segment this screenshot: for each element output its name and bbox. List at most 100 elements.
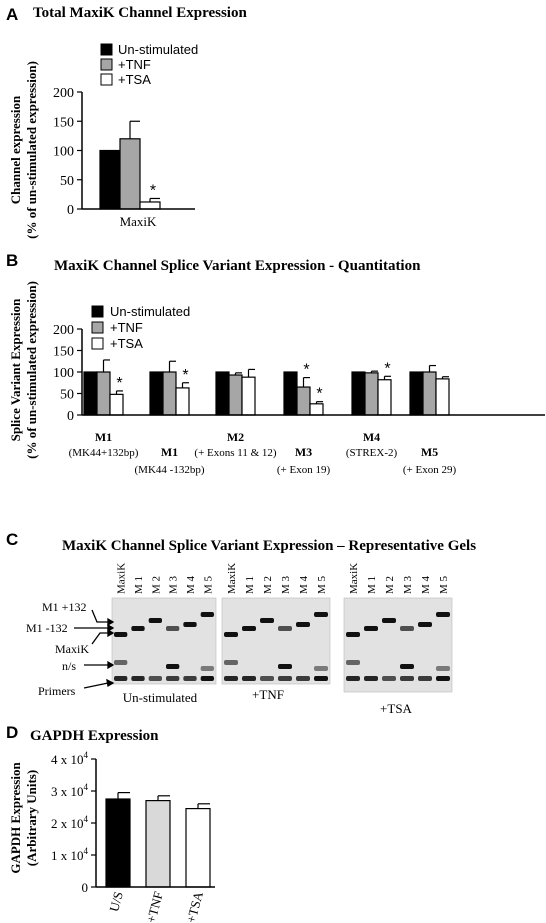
panel-b-legend: Un-stimulated +TNF +TSA [91,304,190,351]
gel-panel [111,597,217,685]
significance-star: * [150,182,156,199]
y-tick-label: 0 [67,203,74,218]
gel-band [114,676,128,681]
legend-label-tnf: +TNF [118,57,151,72]
gel-band [346,632,360,637]
band-arrows [74,609,115,689]
gel-band [400,664,414,669]
gel-title: +TSA [380,701,413,716]
gel-lane-label: M 1 [244,576,256,594]
bar [364,372,379,416]
bar [175,387,190,416]
gel-lane-label: MaxiK [116,563,128,594]
gel-band [346,660,360,665]
significance-star: * [182,367,188,384]
x-category-label: M5 [421,445,438,459]
gel-band [114,632,128,637]
gel-title: Un-stimulated [123,690,198,705]
x-category-sublabel: (MK44+132bp) [69,447,139,459]
panel-d-letter: D [6,723,18,742]
gel-band [418,676,432,681]
gel-band [242,626,256,631]
gel-band [296,622,310,627]
gel-lane-label: M 5 [438,575,450,594]
gel-band [224,660,238,665]
panel-a-letter: A [6,5,18,24]
gel-band [166,664,180,669]
x-category-sublabel: (STREX-2) [346,447,398,459]
legend-swatch-tnf [91,321,104,334]
gel-title: +TNF [252,687,284,702]
gel-band [131,676,145,681]
panel-b-ylabel-line1: Splice Variant Expression [8,298,23,442]
panel-b-bars: * * * * * [83,359,450,416]
gel-lane-label: M 1 [133,576,145,594]
bar [149,371,164,416]
arrow-head [107,628,115,638]
gel-lane-label: M 5 [316,575,328,594]
y-tick-label: 50 [60,174,74,189]
gel-band [200,676,214,681]
y-tick-label: 150 [53,115,74,130]
panel-b-y-axis: 0 50 100 150 200 [53,323,83,424]
gel-lane-label: MaxiK [226,563,238,594]
gel-panel [343,597,453,693]
significance-star: * [116,375,122,392]
x-category-sublabel: (MK44 -132bp) [135,464,205,476]
arrow-primers [83,682,109,689]
bar [377,379,392,416]
bar [309,403,324,416]
gel-lane-label: M 2 [262,576,274,594]
panel-b-letter: B [6,251,18,270]
bar [241,376,256,416]
gel-band [278,626,292,631]
bar [228,374,243,416]
gel-lane-label: M 3 [402,575,414,594]
arrow-head [107,660,115,670]
panel-a-title: Total MaxiK Channel Expression [33,5,247,21]
bar [139,201,161,210]
panel-c-title: MaxiK Channel Splice Variant Expression … [62,538,476,554]
gel-images: MaxiK M 1 M 2 M 3 M 4 M 5 Un-stimulated MaxiK M … [111,563,453,716]
band-label-m1-minus: M1 -132 [26,621,68,635]
gel-lane-label: MaxiK [348,563,360,594]
panel-b-ylabel-line2: (% of un-stimulated expression) [24,281,39,459]
band-label-maxik: MaxiK [55,642,89,656]
x-category-sublabel: (+ Exon 29) [403,464,457,476]
gel-lane-label: M 1 [366,576,378,594]
x-category-label: M4 [363,430,380,444]
gel-band [436,612,450,617]
bar [435,378,450,416]
arrow-maxik [91,632,108,645]
bar [351,371,366,416]
x-category-sublabel: (+ Exons 11 & 12) [194,447,277,459]
arrow-m1-plus [91,609,108,623]
bar [185,807,211,888]
gel-band [436,666,450,671]
x-category-label: M1 [95,430,112,444]
gel-band [418,622,432,627]
bar [422,371,437,416]
legend-swatch-unstim [100,43,113,56]
y-tick-label: 200 [53,86,74,101]
legend-swatch-tnf [100,58,113,71]
bar [162,371,177,416]
y-tick-label: 0 [67,409,74,424]
gel-lane-label: M 3 [280,575,292,594]
gel-band [224,676,238,681]
gel-lane-label: M 3 [168,575,180,594]
legend-label-tsa: +TSA [118,72,151,87]
gel-band [166,676,180,681]
y-tick-label: 0 [82,880,89,895]
gel-band [314,612,328,617]
gel-band [278,676,292,681]
significance-star: * [303,362,309,379]
y-tick-exponent: 4 [84,846,89,856]
gel-lane-label: M 5 [202,575,214,594]
gel-band [148,618,162,623]
panel-a-ylabel: Channel expression (% of un-stimulated e… [8,61,39,239]
gel-band [260,676,274,681]
panel-b-title: MaxiK Channel Splice Variant Expression … [54,258,421,274]
arrow-head [107,623,115,633]
